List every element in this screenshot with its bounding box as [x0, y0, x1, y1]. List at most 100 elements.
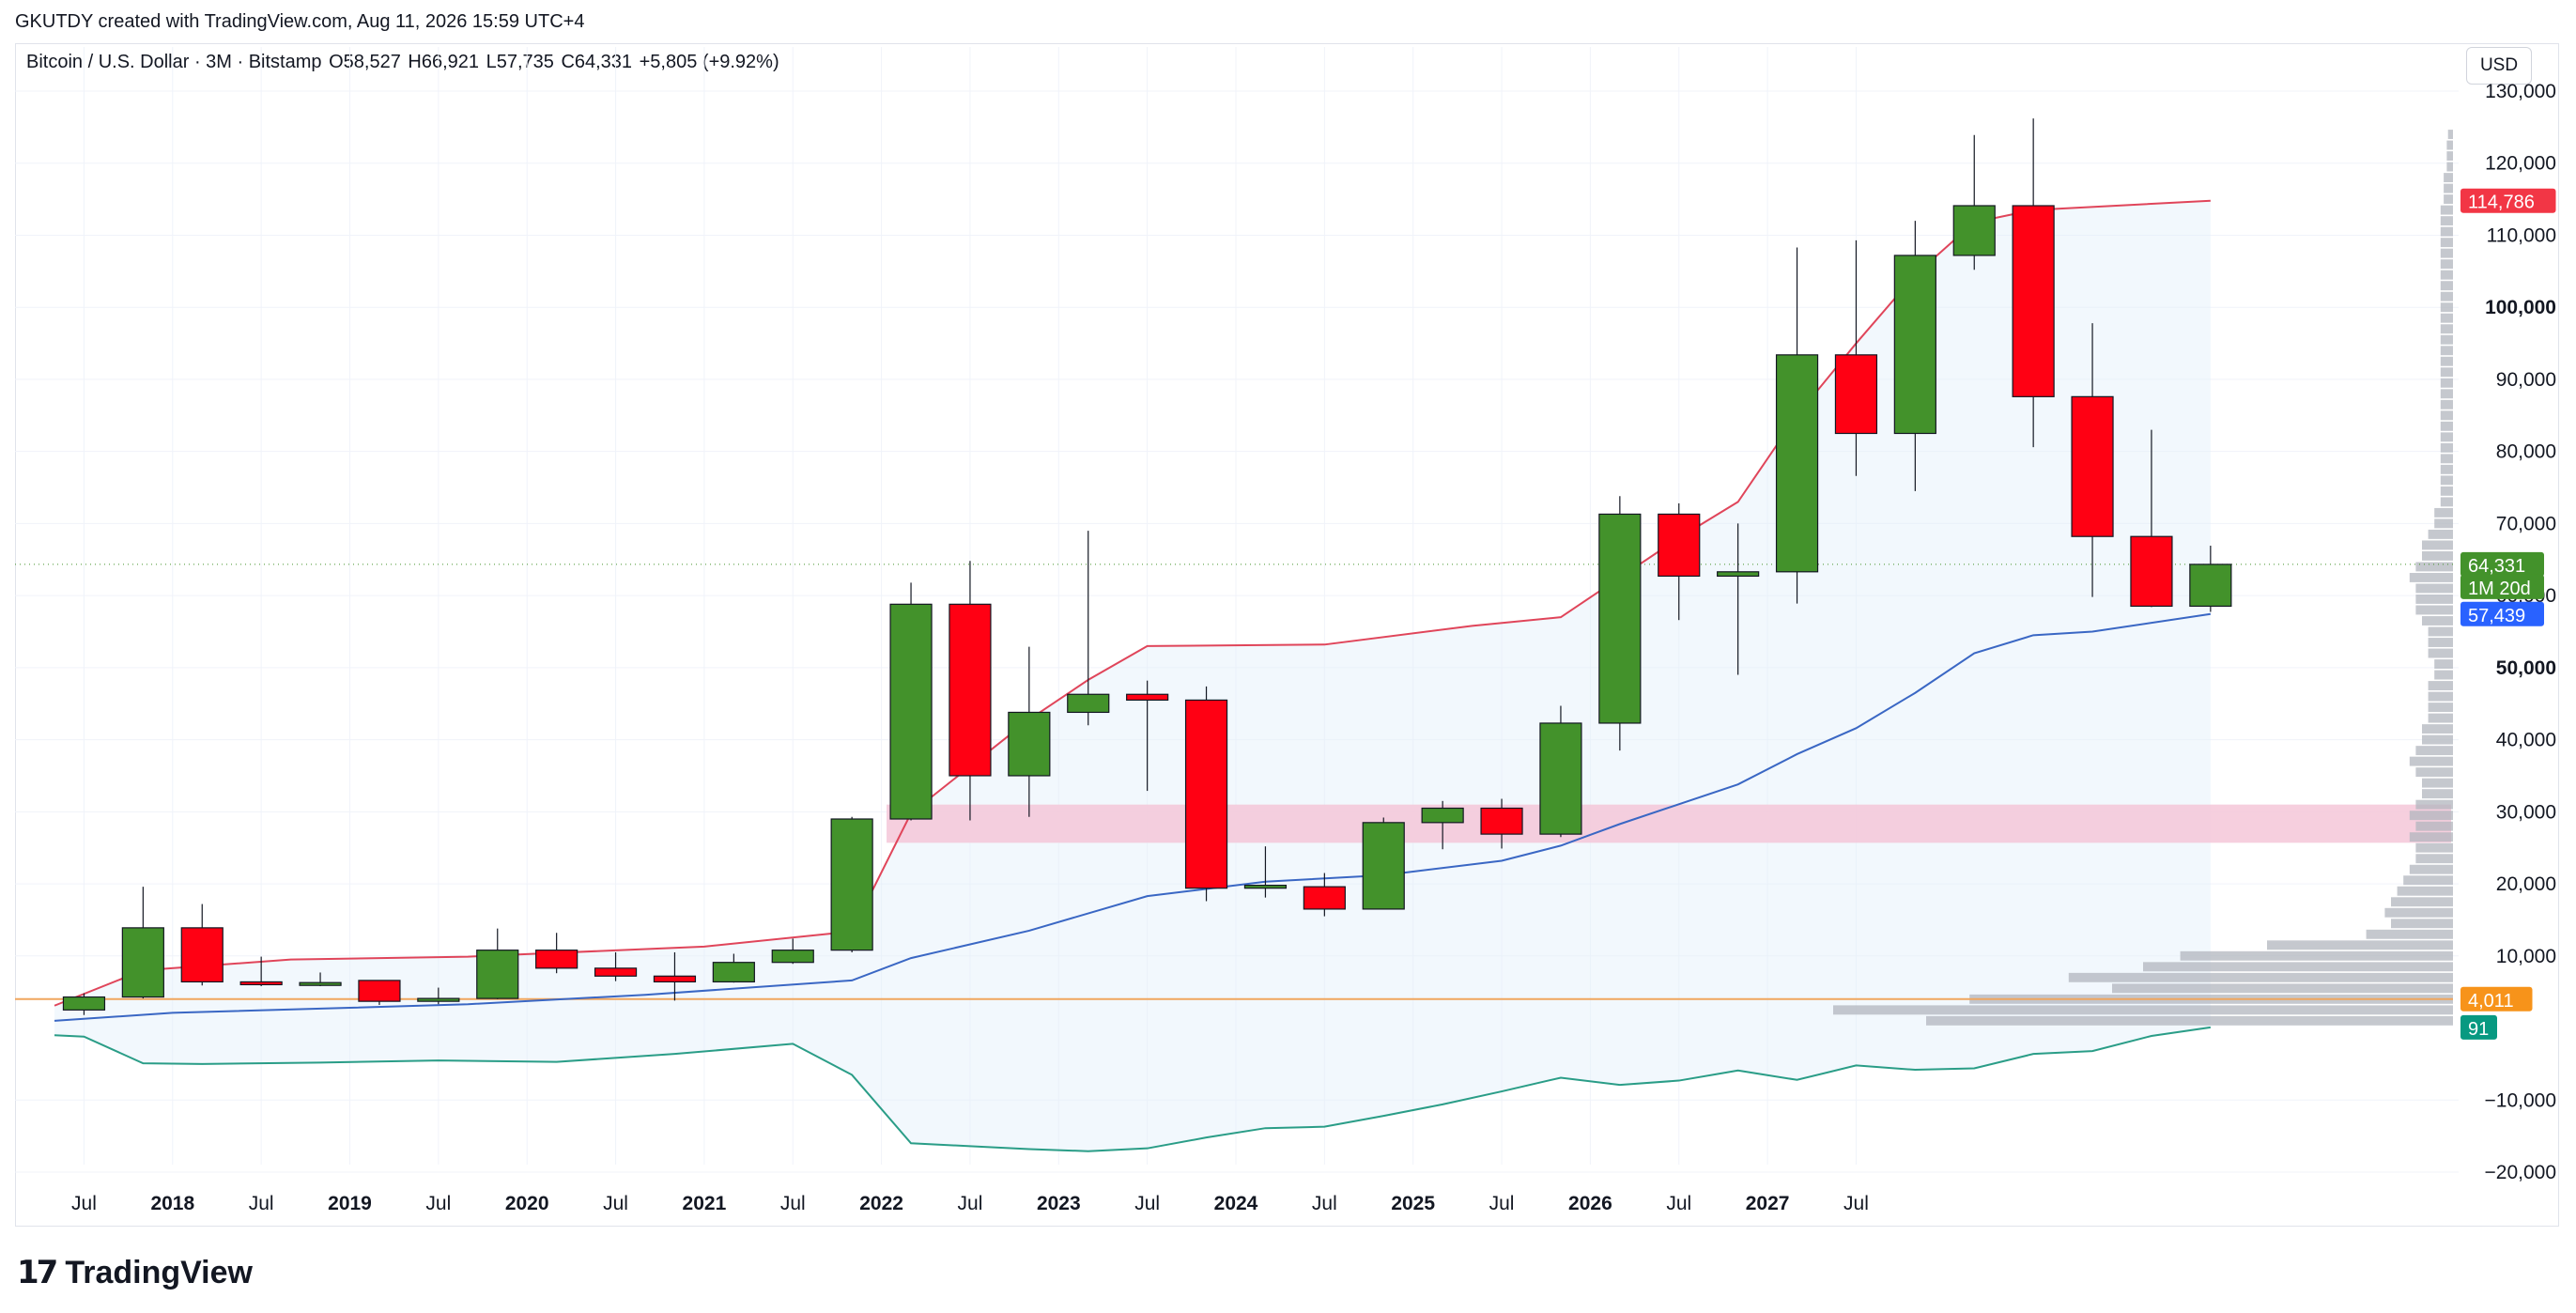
price-tag-label: 91	[2468, 1019, 2489, 1040]
candle-body	[949, 603, 992, 777]
candle-body	[180, 927, 224, 983]
x-axis-tick-label: 2026	[1568, 1193, 1612, 1214]
price-tag-bg	[2460, 188, 2556, 213]
volume-profile-bar	[2440, 442, 2453, 453]
x-axis-tick-label: Jul	[603, 1193, 628, 1214]
band-fill	[54, 200, 2211, 1151]
x-axis-tick-label: Jul	[958, 1193, 983, 1214]
volume-profile-bar	[2440, 238, 2453, 248]
legend-symbol[interactable]: Bitcoin / U.S. Dollar · 3M · Bitstamp	[26, 52, 322, 72]
volume-profile-bar	[2422, 616, 2453, 626]
candle-body	[358, 980, 401, 1002]
price-tag-bg	[2460, 1014, 2497, 1040]
volume-profile-bar	[2434, 659, 2453, 669]
price-tag-label: 114,786	[2468, 193, 2535, 213]
candle-body	[121, 927, 164, 998]
volume-profile-bar	[2440, 281, 2453, 291]
volume-profile-bar	[2143, 962, 2453, 972]
tradingview-logo[interactable]: 17 TradingView	[17, 1254, 253, 1291]
volume-profile-bar	[2428, 703, 2453, 713]
candle	[1421, 800, 1464, 850]
candle-body	[2189, 564, 2232, 608]
candle	[1775, 247, 1819, 604]
volume-profile-bar	[2409, 864, 2453, 874]
volume-profile-bar	[2446, 162, 2453, 172]
volume-profile-bar	[2446, 151, 2453, 162]
y-axis-tick-label: 40,000	[2496, 730, 2556, 751]
candle	[1303, 873, 1346, 917]
candle	[2071, 323, 2114, 597]
volume-profile-bar	[2440, 205, 2453, 215]
volume-profile-bar	[2415, 854, 2453, 864]
x-axis-tick-label: 2021	[683, 1193, 727, 1214]
candle-body	[1717, 571, 1760, 578]
candle-body	[1598, 513, 1642, 724]
candle-body	[1362, 822, 1405, 910]
volume-profile-bar	[2440, 410, 2453, 421]
legend-change: +5,805 (+9.92%)	[639, 52, 779, 72]
chart-legend: Bitcoin / U.S. Dollar · 3M · Bitstamp O5…	[26, 52, 781, 73]
candles	[62, 118, 2232, 1015]
candle	[594, 951, 638, 981]
volume-profile-bar	[2267, 940, 2453, 950]
y-axis-tick-label: 90,000	[2496, 369, 2556, 391]
x-axis-tick-label: 2022	[859, 1193, 903, 1214]
volume-profile-bar	[2415, 605, 2453, 615]
legend-low: L57,735	[486, 52, 554, 72]
volume-profile-bar	[2440, 399, 2453, 409]
x-axis-tick-label: Jul	[71, 1193, 97, 1214]
tradingview-logo-icon: 17	[17, 1254, 58, 1291]
candle	[62, 993, 106, 1015]
candle	[2189, 546, 2232, 612]
candle-body	[1480, 807, 1523, 835]
y-axis-tick-label: 10,000	[2496, 946, 2556, 967]
volume-profile-bar	[2440, 486, 2453, 496]
candle-body	[2130, 535, 2173, 608]
candle-body	[1539, 722, 1582, 835]
volume-profile-bar	[2415, 595, 2453, 604]
candle	[121, 887, 164, 999]
volume-profile-bar	[2447, 130, 2453, 139]
y-axis-tick-label: 110,000	[2487, 224, 2556, 246]
y-axis-tick-label: 20,000	[2496, 873, 2556, 895]
volume-profile-bar	[2415, 746, 2453, 756]
y-axis-tick-label: 130,000	[2485, 81, 2556, 102]
volume-profile-bar	[2415, 767, 2453, 778]
volume-profile-bar	[2422, 550, 2453, 561]
y-axis-tick-label: 120,000	[2485, 153, 2556, 175]
currency-button[interactable]: USD	[2466, 47, 2532, 85]
candle	[653, 951, 697, 1001]
candle-body	[653, 975, 697, 983]
candle	[2012, 118, 2055, 448]
x-axis: Jul 2018 Jul 2019 Jul 2020 Jul 2021 Jul 2022 Jul 20…	[71, 1193, 1869, 1214]
volume-profile-bar	[2422, 724, 2453, 734]
volume-profile-bar	[2366, 929, 2453, 939]
volume-profile-bar	[2422, 540, 2453, 550]
volume-profile-bar	[2434, 518, 2453, 529]
x-axis-tick-label: Jul	[1312, 1193, 1337, 1214]
x-axis-tick-label: 2020	[505, 1193, 549, 1214]
price-tag-bg	[2460, 551, 2544, 577]
volume-profile-bar	[2428, 713, 2453, 723]
chart-credit: GKUTDY created with TradingView.com, Aug…	[15, 11, 585, 32]
volume-profile-bar	[2112, 983, 2453, 994]
candle	[1717, 523, 1760, 675]
candle	[1126, 680, 1169, 792]
volume-profile-bar	[2440, 226, 2453, 237]
volume-profile-bar	[2409, 756, 2453, 766]
candle	[417, 987, 460, 1005]
candle	[830, 816, 873, 952]
volume-profile-bar	[2415, 799, 2453, 810]
candle-body	[1243, 885, 1288, 889]
volume-profile-bar	[2440, 324, 2453, 334]
volume-profile-bar	[2440, 389, 2453, 399]
volume-profile-bar	[2440, 346, 2453, 356]
volume-profile-bar	[2409, 811, 2453, 821]
legend-open: O58,527	[329, 52, 401, 72]
volume-profile-bar	[2440, 248, 2453, 258]
volume-profile-bar	[2397, 886, 2453, 896]
x-axis-tick-label: Jul	[1666, 1193, 1691, 1214]
candle	[1243, 846, 1288, 898]
